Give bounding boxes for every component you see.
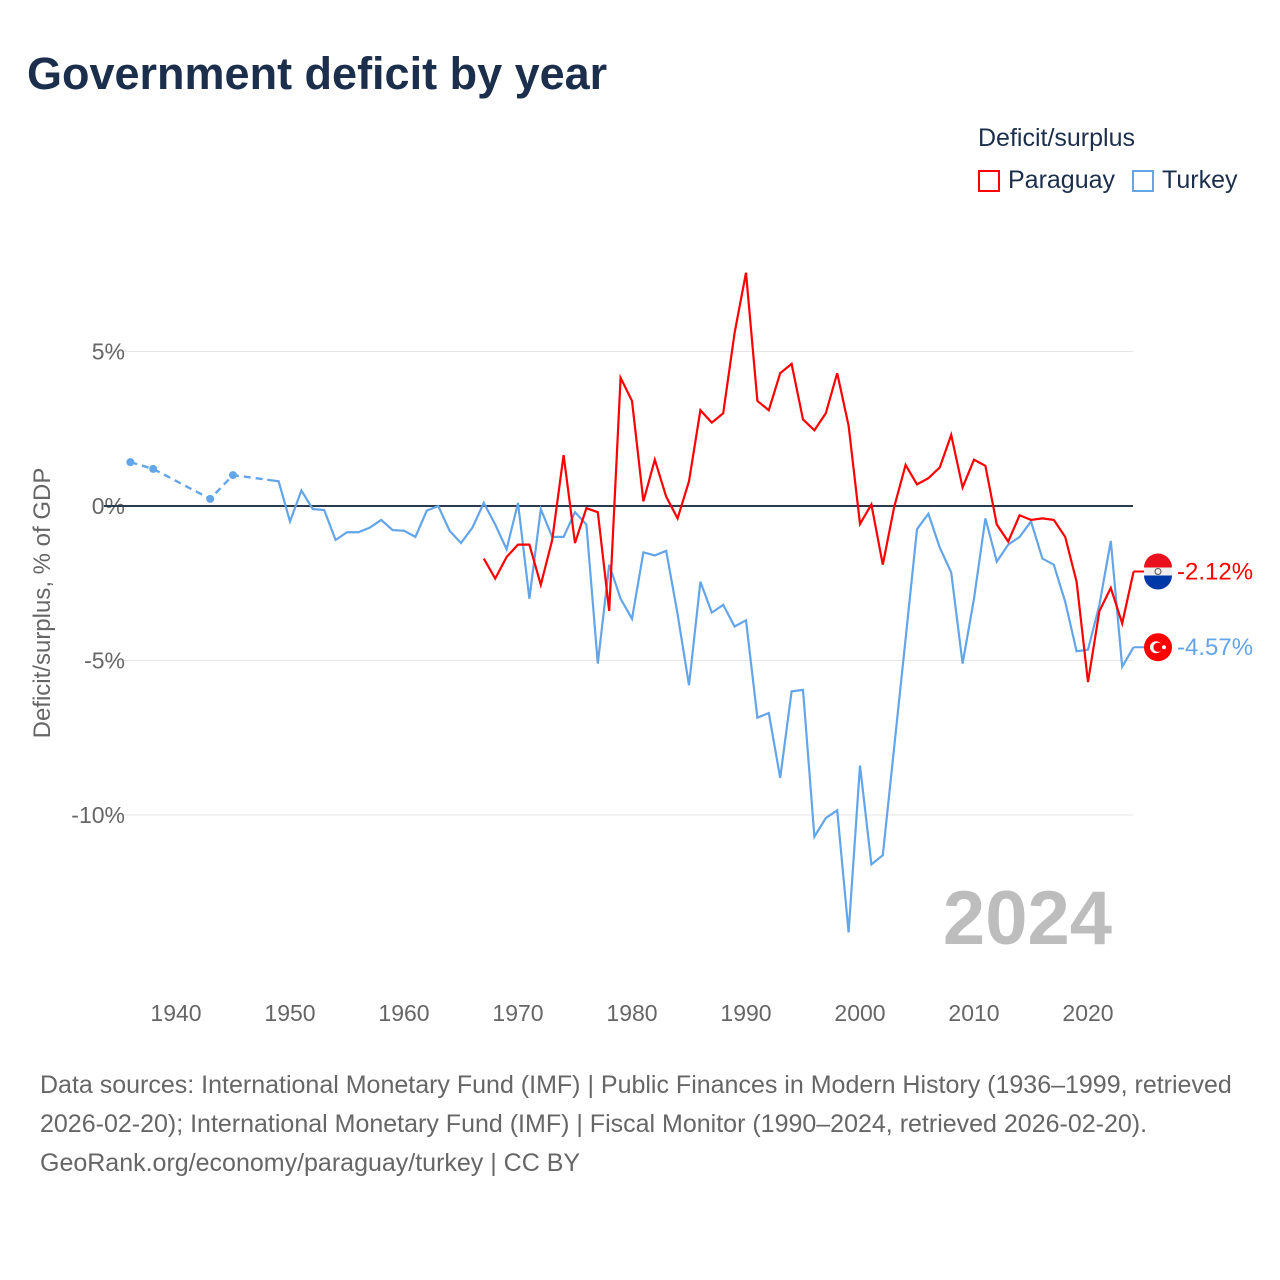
flag-crescent-cut <box>1153 642 1163 652</box>
flag-red <box>1144 553 1172 568</box>
end-value-label: -4.57% <box>1177 634 1253 661</box>
x-tick-label: 1990 <box>720 1000 771 1026</box>
end-value-label: -2.12% <box>1177 559 1253 586</box>
page-title: Government deficit by year <box>27 48 608 99</box>
legend-item-paraguay[interactable]: Paraguay <box>978 166 1115 195</box>
y-tick-label: -5% <box>84 648 125 674</box>
series-line-paraguay <box>482 272 1135 683</box>
sources-link[interactable]: GeoRank.org/economy/paraguay/turkey | CC… <box>40 1149 581 1177</box>
flag-paraguay-icon <box>1144 553 1172 590</box>
x-tick-label: 1980 <box>606 1000 657 1026</box>
x-tick-label: 2010 <box>948 1000 999 1026</box>
data-point <box>126 458 135 467</box>
line-chart: 5%0%-5%-10%1940 1950 1960 1970 1980 1990 2000 2… <box>29 272 1253 1026</box>
watermark-year: 2024 <box>943 876 1112 961</box>
data-point <box>149 464 158 473</box>
y-tick-label: -10% <box>71 802 125 828</box>
x-tick-label: 1970 <box>492 1000 543 1026</box>
data-point <box>206 494 215 503</box>
legend-label: Paraguay <box>1008 166 1116 194</box>
legend-swatch-paraguay <box>978 169 1000 192</box>
y-tick-label: 5% <box>92 339 125 365</box>
series-line-turkey <box>267 478 1135 933</box>
flag-star <box>1162 645 1166 650</box>
flag-blue <box>1144 575 1172 590</box>
sources-text: Data sources: International Monetary Fun… <box>40 1071 1232 1138</box>
legend-item-turkey[interactable]: Turkey <box>1132 166 1237 195</box>
legend-label: Turkey <box>1162 166 1238 194</box>
flag-turkey-icon <box>1144 633 1172 662</box>
y-axis-label: Deficit/surplus, % of GDP <box>29 468 56 739</box>
data-point <box>229 471 237 480</box>
x-tick-label: 1950 <box>264 1000 315 1026</box>
x-tick-label: 1960 <box>378 1000 429 1026</box>
x-tick-label: 2000 <box>834 1000 885 1026</box>
legend-swatch-turkey <box>1132 169 1154 192</box>
x-tick-label: 2020 <box>1062 1000 1113 1026</box>
flag-emblem <box>1154 568 1162 576</box>
legend-title: Deficit/surplus <box>978 124 1135 152</box>
sources-note: Data sources: International Monetary Fun… <box>40 1066 1240 1183</box>
x-tick-label: 1940 <box>150 1000 201 1026</box>
